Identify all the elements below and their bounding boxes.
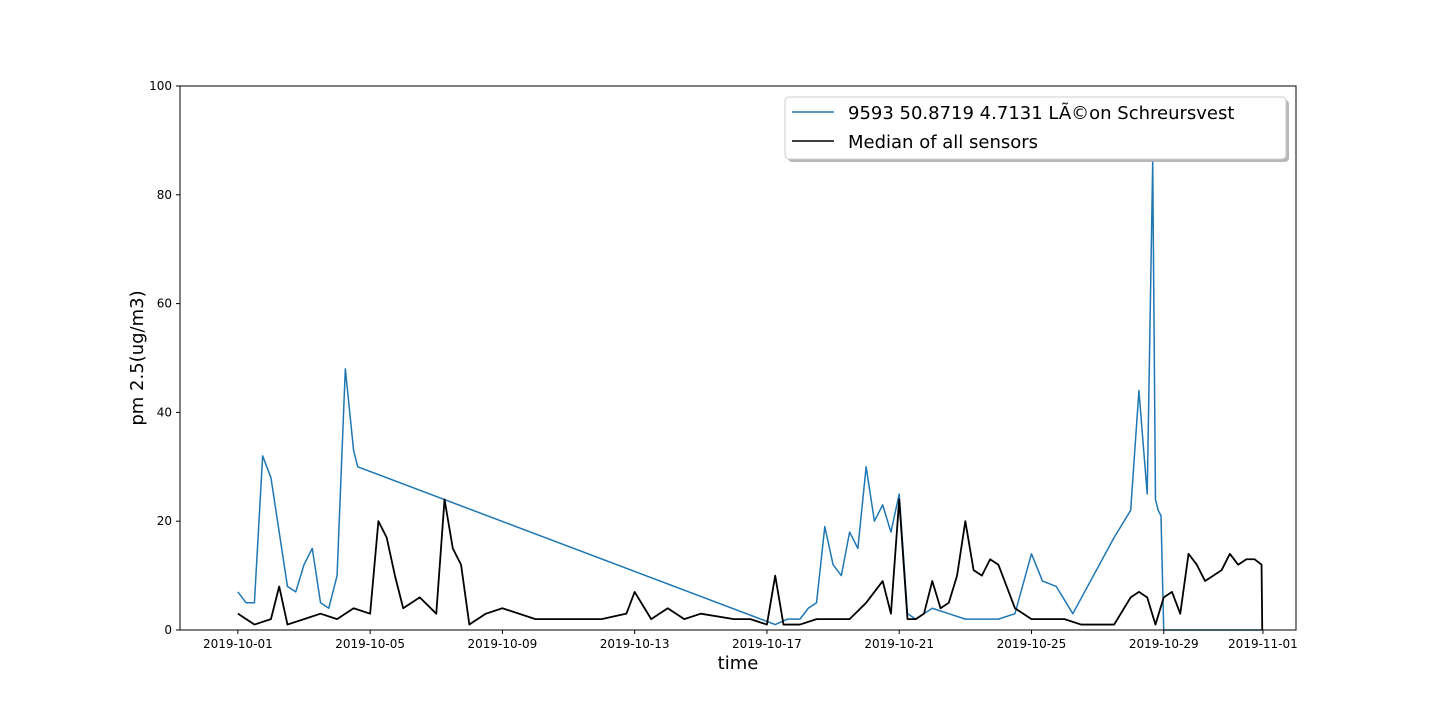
- x-tick-label: 2019-10-25: [997, 637, 1067, 651]
- y-tick-label: 60: [157, 297, 172, 311]
- y-axis-title: pm 2.5(ug/m3): [127, 290, 148, 425]
- x-tick-label: 2019-10-17: [732, 637, 802, 651]
- x-tick-label: 2019-10-29: [1129, 637, 1199, 651]
- series-layer: [237, 161, 1264, 631]
- legend: 9593 50.8719 4.7131 LÃ©on Schreursvest M…: [784, 96, 1289, 162]
- x-tick-label: 2019-11-01: [1228, 637, 1298, 651]
- x-tick-label: 2019-10-09: [468, 637, 538, 651]
- y-axis: 0 20 40 60 80 100: [149, 79, 180, 637]
- legend-label-median: Median of all sensors: [848, 132, 1038, 153]
- legend-box: [784, 96, 1287, 160]
- series-line-sensor: [237, 161, 1262, 631]
- legend-label-sensor: 9593 50.8719 4.7131 LÃ©on Schreursvest: [848, 102, 1234, 124]
- y-tick-label: 0: [164, 623, 172, 637]
- x-axis-title: time: [718, 653, 759, 674]
- y-tick-label: 100: [149, 79, 172, 93]
- y-tick-label: 40: [157, 405, 172, 419]
- series-line-median: [237, 498, 1264, 631]
- x-axis: 2019-10-01 2019-10-05 2019-10-09 2019-10-13…: [203, 630, 1298, 651]
- y-tick-label: 20: [157, 514, 172, 528]
- x-tick-label: 2019-10-21: [864, 637, 934, 651]
- plot-area: [180, 86, 1296, 630]
- x-tick-label: 2019-10-05: [335, 637, 405, 651]
- x-tick-label: 2019-10-01: [203, 637, 273, 651]
- plot-frame: [179, 85, 1297, 631]
- y-tick-label: 80: [157, 188, 172, 202]
- x-tick-label: 2019-10-13: [600, 637, 670, 651]
